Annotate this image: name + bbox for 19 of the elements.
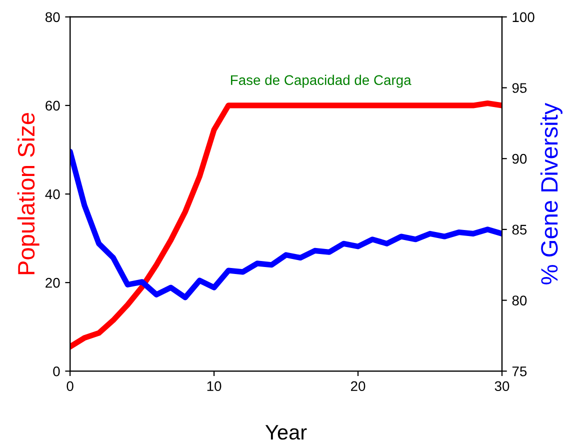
x-tick-label: 30 (494, 381, 510, 392)
annotation: Fase de Capacidad de Carga (231, 74, 412, 88)
y2-tick-label: 90 (512, 154, 527, 164)
y-tick-label: 20 (46, 278, 60, 288)
y2-tick-label: 85 (512, 224, 527, 235)
x-axis-title: Year (265, 425, 307, 440)
y-tick-label: 0 (53, 366, 60, 376)
x-tick-label: 10 (207, 381, 222, 392)
y2-tick-label: 80 (512, 296, 527, 306)
y2-tick-label: 100 (512, 12, 534, 22)
y-axis-title: Population Size (17, 113, 40, 274)
y2-axis-title: % Gene Diversity (540, 102, 562, 284)
y2-tick-label: 95 (512, 83, 527, 93)
y2-tick-label: 75 (512, 366, 527, 376)
y-tick-label: 80 (45, 12, 60, 22)
x-tick-label: 20 (350, 381, 366, 392)
y-tick-label: 60 (46, 100, 60, 111)
x-tick-label: 0 (66, 381, 74, 392)
y-tick-label: 40 (45, 189, 60, 200)
